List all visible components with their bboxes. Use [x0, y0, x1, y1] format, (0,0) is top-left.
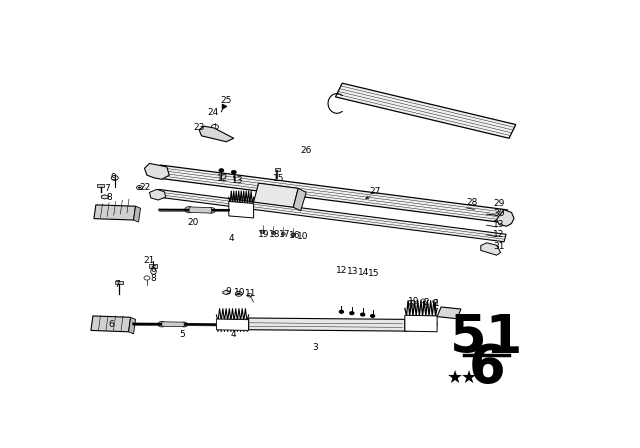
Polygon shape	[199, 126, 234, 142]
Text: 18: 18	[269, 230, 280, 239]
Polygon shape	[101, 195, 108, 199]
Text: 27: 27	[369, 187, 381, 196]
Circle shape	[339, 310, 344, 313]
Text: 13: 13	[232, 176, 243, 185]
Text: 19: 19	[258, 230, 269, 239]
Text: 24: 24	[207, 108, 218, 117]
Polygon shape	[253, 183, 298, 207]
Circle shape	[271, 232, 275, 234]
Polygon shape	[91, 316, 131, 332]
Polygon shape	[293, 188, 306, 211]
Polygon shape	[437, 307, 461, 319]
Text: 15: 15	[369, 269, 380, 278]
Text: 6: 6	[108, 320, 114, 329]
Bar	[97, 184, 104, 187]
Text: 25: 25	[221, 96, 232, 105]
Text: 8: 8	[106, 193, 111, 202]
Circle shape	[185, 207, 193, 213]
Text: 9: 9	[110, 173, 116, 182]
Text: 10: 10	[234, 288, 246, 297]
Polygon shape	[216, 319, 249, 331]
Circle shape	[282, 233, 285, 235]
Text: 3: 3	[313, 343, 319, 352]
Circle shape	[361, 313, 365, 316]
Text: 4: 4	[231, 331, 237, 340]
Text: 9: 9	[225, 287, 230, 296]
Polygon shape	[497, 210, 514, 226]
Circle shape	[180, 322, 188, 327]
Text: 23: 23	[193, 124, 205, 133]
Circle shape	[231, 170, 236, 174]
Polygon shape	[145, 164, 169, 179]
Polygon shape	[405, 315, 437, 332]
Text: 5: 5	[179, 331, 184, 340]
Text: 26: 26	[300, 146, 312, 155]
Text: 7: 7	[104, 184, 110, 193]
Text: 15: 15	[273, 174, 284, 184]
Circle shape	[371, 314, 374, 317]
Circle shape	[219, 168, 224, 172]
Text: 8: 8	[150, 274, 156, 283]
Text: 30: 30	[493, 209, 505, 218]
Circle shape	[207, 207, 216, 213]
Polygon shape	[229, 202, 253, 218]
Text: ★: ★	[461, 369, 477, 387]
Text: 6: 6	[150, 265, 156, 274]
Text: 14: 14	[358, 268, 369, 277]
Polygon shape	[134, 206, 141, 222]
Polygon shape	[129, 317, 136, 334]
Polygon shape	[162, 322, 184, 327]
Text: 13: 13	[347, 267, 358, 276]
Polygon shape	[223, 290, 230, 294]
Text: 11: 11	[245, 289, 257, 297]
Circle shape	[138, 186, 141, 189]
Polygon shape	[157, 165, 508, 223]
Polygon shape	[94, 205, 136, 220]
Text: 21: 21	[144, 256, 155, 265]
Polygon shape	[481, 243, 500, 255]
Polygon shape	[189, 207, 211, 213]
Text: 6: 6	[468, 342, 505, 394]
Text: 51: 51	[450, 312, 524, 364]
Text: 12: 12	[493, 230, 505, 239]
Text: 16: 16	[289, 231, 301, 240]
Text: 10: 10	[298, 232, 309, 241]
Text: 2: 2	[424, 298, 429, 307]
Circle shape	[350, 312, 354, 314]
Polygon shape	[249, 318, 405, 331]
Circle shape	[260, 230, 265, 233]
Polygon shape	[335, 83, 516, 138]
Text: 12: 12	[336, 266, 348, 275]
Text: 28: 28	[466, 198, 477, 207]
Text: 17: 17	[279, 230, 291, 239]
Text: 12: 12	[217, 174, 228, 184]
Circle shape	[158, 322, 166, 327]
Text: 20: 20	[188, 218, 199, 227]
Text: ★: ★	[447, 369, 463, 387]
Bar	[275, 168, 280, 171]
Text: 22: 22	[140, 183, 151, 192]
Text: 13: 13	[493, 220, 505, 229]
Text: 29: 29	[493, 198, 505, 207]
Polygon shape	[150, 190, 166, 200]
Text: 19: 19	[408, 297, 419, 306]
Circle shape	[291, 233, 296, 237]
Text: 7: 7	[115, 280, 120, 289]
Text: 4: 4	[228, 234, 234, 243]
Bar	[115, 281, 123, 284]
Bar	[150, 264, 157, 267]
Text: 31: 31	[493, 242, 505, 251]
Circle shape	[237, 293, 240, 295]
Polygon shape	[157, 190, 506, 242]
Text: 1: 1	[435, 299, 440, 308]
